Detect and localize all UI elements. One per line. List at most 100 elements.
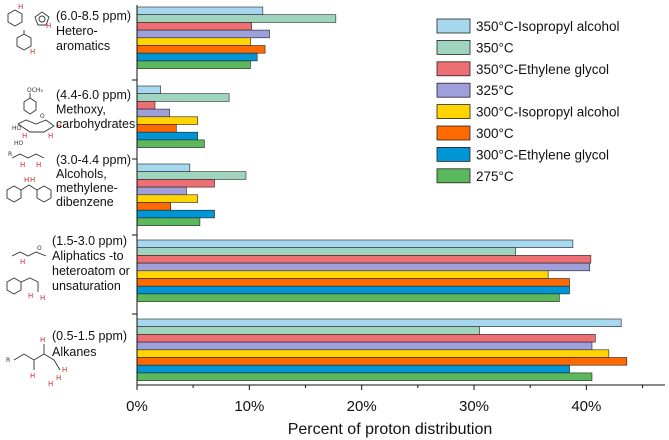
svg-text:O: O xyxy=(37,245,42,252)
bar-7-3 xyxy=(136,209,215,219)
bar-5-5 xyxy=(136,349,610,358)
category-label-5: (0.5-1.5 ppm) Alkanes xyxy=(52,329,127,359)
x-tick-label-3: 20% xyxy=(347,398,377,415)
x-tick-label-2: 10% xyxy=(234,398,264,415)
bar-2-2 xyxy=(136,93,230,102)
legend-swatch-6 xyxy=(436,125,471,141)
svg-text:H: H xyxy=(28,292,33,300)
svg-text:R: R xyxy=(8,151,12,158)
svg-text:H: H xyxy=(46,22,51,30)
legend-swatch-2 xyxy=(436,40,471,55)
category-label-line: Alcohols, xyxy=(56,167,107,181)
bar-4-2 xyxy=(136,108,170,118)
bar-6-1 xyxy=(136,45,266,54)
bar-2-3 xyxy=(136,171,247,180)
bar-3-3 xyxy=(136,179,215,188)
legend-label-8: 275°C xyxy=(476,169,514,184)
legend-swatch-7 xyxy=(436,146,471,162)
category-label-line: Alkanes xyxy=(52,345,96,359)
legend-label-1: 350°C-Isopropyl alcohol xyxy=(476,19,619,34)
x-axis-title: Percent of proton distribution xyxy=(288,421,493,438)
svg-text:HO: HO xyxy=(12,125,22,132)
bar-7-1 xyxy=(136,52,258,62)
category-label-line: (0.5-1.5 ppm) xyxy=(52,329,127,343)
bar-1-5 xyxy=(136,318,622,327)
category-label-line: Methoxy, xyxy=(56,103,106,117)
category-label-line: methylene- xyxy=(56,181,118,195)
category-label-line: (6.0-8.5 ppm) xyxy=(56,9,131,23)
svg-text:H: H xyxy=(48,132,53,140)
bar-4-3 xyxy=(136,186,187,196)
bar-6-2 xyxy=(136,124,177,133)
svg-text:H: H xyxy=(30,176,35,184)
bar-4-5 xyxy=(136,341,593,351)
alkane-molecule-icons: H H H H H R xyxy=(6,336,67,388)
svg-text:H: H xyxy=(56,122,61,130)
category-label-line: Hetero- xyxy=(56,24,98,38)
bar-2-1 xyxy=(136,14,337,23)
bar-8-1 xyxy=(136,60,251,69)
svg-text:H: H xyxy=(30,372,35,380)
category-label-line: carbohydrates xyxy=(56,117,135,131)
svg-text:H: H xyxy=(62,366,67,374)
bar-3-4 xyxy=(136,255,592,264)
heteroaromatic-molecule-icons: H H H xyxy=(7,3,51,56)
x-tick-label-4: 30% xyxy=(459,398,489,415)
svg-text:H: H xyxy=(20,161,25,169)
category-label-line: (3.0-4.4 ppm) xyxy=(56,153,131,167)
bar-7-5 xyxy=(136,364,570,374)
svg-text:H: H xyxy=(30,48,35,56)
axes xyxy=(132,5,665,386)
bar-7-2 xyxy=(136,131,198,141)
methoxy-molecule-icons: OCH₃ HO O H H HO H xyxy=(12,87,61,147)
bar-5-3 xyxy=(136,194,198,203)
category-label-line: Aliphatics -to xyxy=(52,249,124,263)
svg-text:H: H xyxy=(18,3,23,11)
svg-text:O: O xyxy=(40,113,45,120)
legend-label-4: 325°C xyxy=(476,83,514,98)
legend-swatch-8 xyxy=(436,168,471,184)
bar-6-3 xyxy=(136,202,172,211)
legend-label-3: 350°C-Ethylene glycol xyxy=(476,62,609,77)
bar-1-4 xyxy=(136,239,574,248)
bar-6-4 xyxy=(136,278,570,287)
bar-5-2 xyxy=(136,116,198,125)
category-label-2: (4.4-6.0 ppm) Methoxy, carbohydrates xyxy=(56,88,135,131)
legend-swatch-5 xyxy=(436,104,471,119)
svg-text:H: H xyxy=(56,374,61,382)
category-label-line: aromatics xyxy=(56,39,110,53)
svg-text:H: H xyxy=(48,380,53,388)
legend-swatch-3 xyxy=(436,61,471,77)
x-axis-ticks: 0% 10% 20% 30% 40% xyxy=(126,385,644,415)
category-label-line: (4.4-6.0 ppm) xyxy=(56,88,131,102)
legend-swatch-1 xyxy=(436,18,471,34)
bar-8-4 xyxy=(136,293,560,302)
aliphatic-molecule-icons: H O H H xyxy=(6,245,47,302)
category-label-1: (6.0-8.5 ppm) Hetero-aromatics xyxy=(56,9,131,53)
category-label-line: dibenzene xyxy=(56,195,114,209)
bar-6-5 xyxy=(136,357,628,366)
bar-1-1 xyxy=(136,6,264,15)
category-label-3: (3.0-4.4 ppm) Alcohols, methylene-dibenzen… xyxy=(56,153,131,209)
bar-8-5 xyxy=(136,372,593,381)
legend-label-2: 350°C xyxy=(476,40,514,55)
category-label-4: (1.5-3.0 ppm) Aliphatics -to heteroatom or… xyxy=(52,234,130,293)
category-label-line: heteroatom or xyxy=(52,264,130,278)
bar-1-3 xyxy=(136,163,191,172)
bar-3-2 xyxy=(136,101,156,110)
bar-2-5 xyxy=(136,326,480,335)
bar-7-4 xyxy=(136,285,570,295)
svg-text:H: H xyxy=(40,294,45,302)
svg-text:R: R xyxy=(6,357,10,364)
x-tick-label-5: 40% xyxy=(571,398,601,415)
bar-3-5 xyxy=(136,334,596,343)
bar-1-2 xyxy=(136,85,161,94)
bar-4-4 xyxy=(136,262,591,272)
bar-4-1 xyxy=(136,29,270,39)
legend-label-5: 300°C-Isopropyl alcohol xyxy=(476,105,619,120)
svg-text:H: H xyxy=(22,132,27,140)
category-label-line: unsaturation xyxy=(52,279,121,293)
bar-8-2 xyxy=(136,139,205,148)
svg-text:H: H xyxy=(36,161,41,169)
